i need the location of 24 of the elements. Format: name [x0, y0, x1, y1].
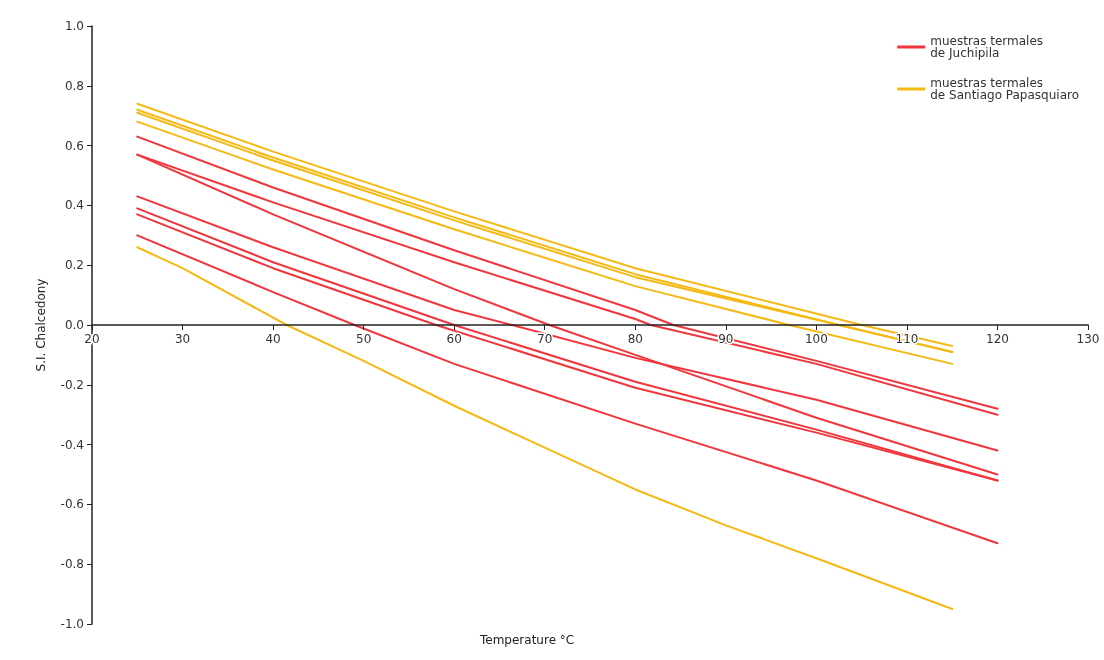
y-tick-label: 0.6 [64, 138, 84, 153]
y-axis-title: S.I. Chalcedony [34, 278, 48, 372]
legend-label: muestras termales de Santiago Papasquiaro [930, 76, 1080, 102]
y-tick-label: -0.4 [60, 437, 84, 452]
x-tick-label: 60 [446, 332, 462, 346]
y-tick-label: -0.2 [60, 377, 84, 392]
x-tick-label: 50 [356, 332, 372, 346]
x-tick-label: 30 [174, 332, 191, 346]
x-tick-label: 120 [986, 332, 1009, 346]
x-tick-label: 40 [265, 332, 281, 346]
y-tick-label: -0.8 [60, 557, 84, 572]
y-tick-label: 1.0 [64, 19, 84, 33]
y-tick-label: 0.0 [64, 318, 84, 332]
y-tick-label: -0.6 [60, 497, 84, 512]
y-tick-label: 0.8 [64, 78, 84, 93]
x-tick-label: 100 [804, 332, 828, 346]
x-tick-label: 130 [1076, 332, 1100, 346]
y-tick-label: 0.4 [64, 198, 84, 213]
y-tick-label: -1.0 [60, 617, 84, 631]
x-tick-label: 70 [537, 332, 553, 346]
x-axis-title: Temperature °C [479, 633, 575, 647]
x-tick-label: 80 [627, 332, 643, 346]
legend-label: muestras termales de Juchipila [930, 34, 1044, 60]
y-tick-label: 0.2 [64, 258, 84, 273]
